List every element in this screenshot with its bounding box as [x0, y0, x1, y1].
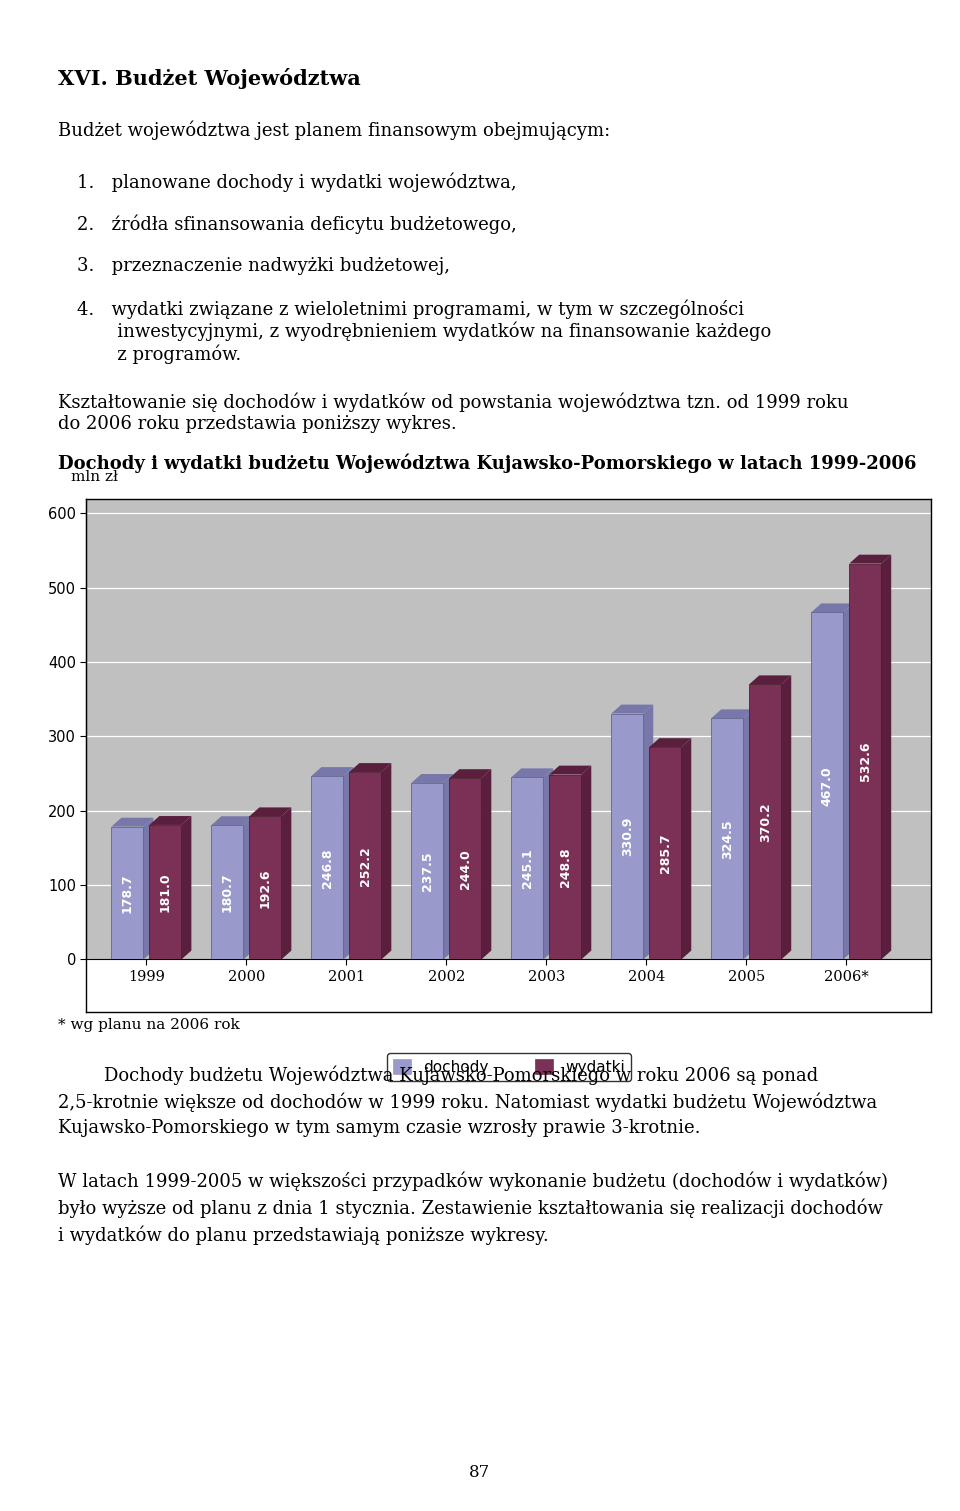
Bar: [211, 825, 244, 959]
Polygon shape: [781, 675, 791, 959]
Polygon shape: [512, 769, 553, 777]
Polygon shape: [549, 766, 591, 775]
Bar: [512, 777, 543, 959]
Polygon shape: [411, 774, 453, 783]
Text: 370.2: 370.2: [758, 802, 772, 842]
Polygon shape: [449, 769, 492, 778]
Polygon shape: [481, 769, 492, 959]
Polygon shape: [881, 555, 891, 959]
Text: 244.0: 244.0: [459, 849, 471, 888]
Text: 3.   przeznaczenie nadwyżki budżetowej,: 3. przeznaczenie nadwyżki budżetowej,: [77, 257, 450, 275]
Polygon shape: [150, 816, 191, 825]
Text: 1.   planowane dochody i wydatki województwa,: 1. planowane dochody i wydatki województ…: [77, 172, 516, 192]
Text: 192.6: 192.6: [259, 869, 272, 908]
Polygon shape: [111, 817, 154, 827]
Bar: [349, 772, 381, 959]
Text: Kształtowanie się dochodów i wydatków od powstania województwa tzn. od 1999 roku: Kształtowanie się dochodów i wydatków od…: [58, 393, 849, 434]
Polygon shape: [381, 763, 392, 959]
Text: Budżet województwa jest planem finansowym obejmującym:: Budżet województwa jest planem finansowy…: [58, 121, 610, 141]
Polygon shape: [244, 816, 253, 959]
Text: 4.   wydatki związane z wieloletnimi programami, w tym w szczególności
       in: 4. wydatki związane z wieloletnimi progr…: [77, 299, 771, 364]
Bar: [649, 746, 682, 959]
Polygon shape: [850, 555, 891, 564]
Bar: [549, 775, 582, 959]
Polygon shape: [311, 768, 353, 777]
Legend: dochody, wydatki: dochody, wydatki: [387, 1053, 631, 1080]
Text: 2.   źródła sfinansowania deficytu budżetowego,: 2. źródła sfinansowania deficytu budżeto…: [77, 215, 516, 234]
Polygon shape: [682, 739, 691, 959]
Text: 467.0: 467.0: [821, 766, 833, 805]
Bar: [850, 564, 881, 959]
Polygon shape: [843, 603, 853, 959]
Bar: [749, 684, 781, 959]
Bar: [311, 777, 344, 959]
Polygon shape: [543, 769, 553, 959]
Text: 252.2: 252.2: [359, 846, 372, 885]
Bar: [411, 783, 444, 959]
Polygon shape: [811, 603, 853, 612]
Text: 87: 87: [469, 1464, 491, 1481]
Text: 248.8: 248.8: [559, 848, 572, 887]
Text: 285.7: 285.7: [659, 834, 672, 873]
Text: mln zł: mln zł: [71, 470, 118, 484]
Polygon shape: [643, 704, 653, 959]
Bar: [111, 827, 143, 959]
Polygon shape: [749, 675, 791, 684]
Polygon shape: [711, 709, 754, 718]
Polygon shape: [281, 807, 291, 959]
Text: Dochody budżetu Województwa Kujawsko-Pomorskiego w roku 2006 są ponad
2,5-krotni: Dochody budżetu Województwa Kujawsko-Pom…: [58, 1065, 876, 1136]
Bar: [150, 825, 181, 959]
Text: 180.7: 180.7: [221, 872, 234, 913]
Text: 532.6: 532.6: [858, 742, 872, 781]
Bar: [711, 718, 743, 959]
Bar: [250, 816, 281, 959]
Text: 246.8: 246.8: [321, 848, 334, 887]
Polygon shape: [612, 704, 653, 713]
Text: 324.5: 324.5: [721, 819, 733, 858]
Bar: [449, 778, 481, 959]
Bar: [612, 713, 643, 959]
Text: Dochody i wydatki budżetu Województwa Kujawsko-Pomorskiego w latach 1999-2006: Dochody i wydatki budżetu Województwa Ku…: [58, 453, 916, 473]
Polygon shape: [344, 768, 353, 959]
Text: W latach 1999-2005 w większości przypadków wykonanie budżetu (dochodów i wydatkó: W latach 1999-2005 w większości przypadk…: [58, 1171, 888, 1245]
Text: * wg planu na 2006 rok: * wg planu na 2006 rok: [58, 1018, 239, 1032]
Polygon shape: [349, 763, 392, 772]
Polygon shape: [582, 766, 591, 959]
Text: 237.5: 237.5: [420, 851, 434, 891]
Polygon shape: [649, 739, 691, 746]
Polygon shape: [743, 709, 754, 959]
Text: 330.9: 330.9: [621, 817, 634, 857]
Text: 181.0: 181.0: [159, 872, 172, 913]
Polygon shape: [143, 817, 154, 959]
Text: 178.7: 178.7: [121, 873, 133, 913]
Bar: [811, 612, 843, 959]
Polygon shape: [181, 816, 191, 959]
Text: XVI. Budżet Województwa: XVI. Budżet Województwa: [58, 68, 360, 89]
Polygon shape: [444, 774, 453, 959]
Text: 245.1: 245.1: [520, 849, 534, 888]
Polygon shape: [211, 816, 253, 825]
Polygon shape: [250, 807, 291, 816]
